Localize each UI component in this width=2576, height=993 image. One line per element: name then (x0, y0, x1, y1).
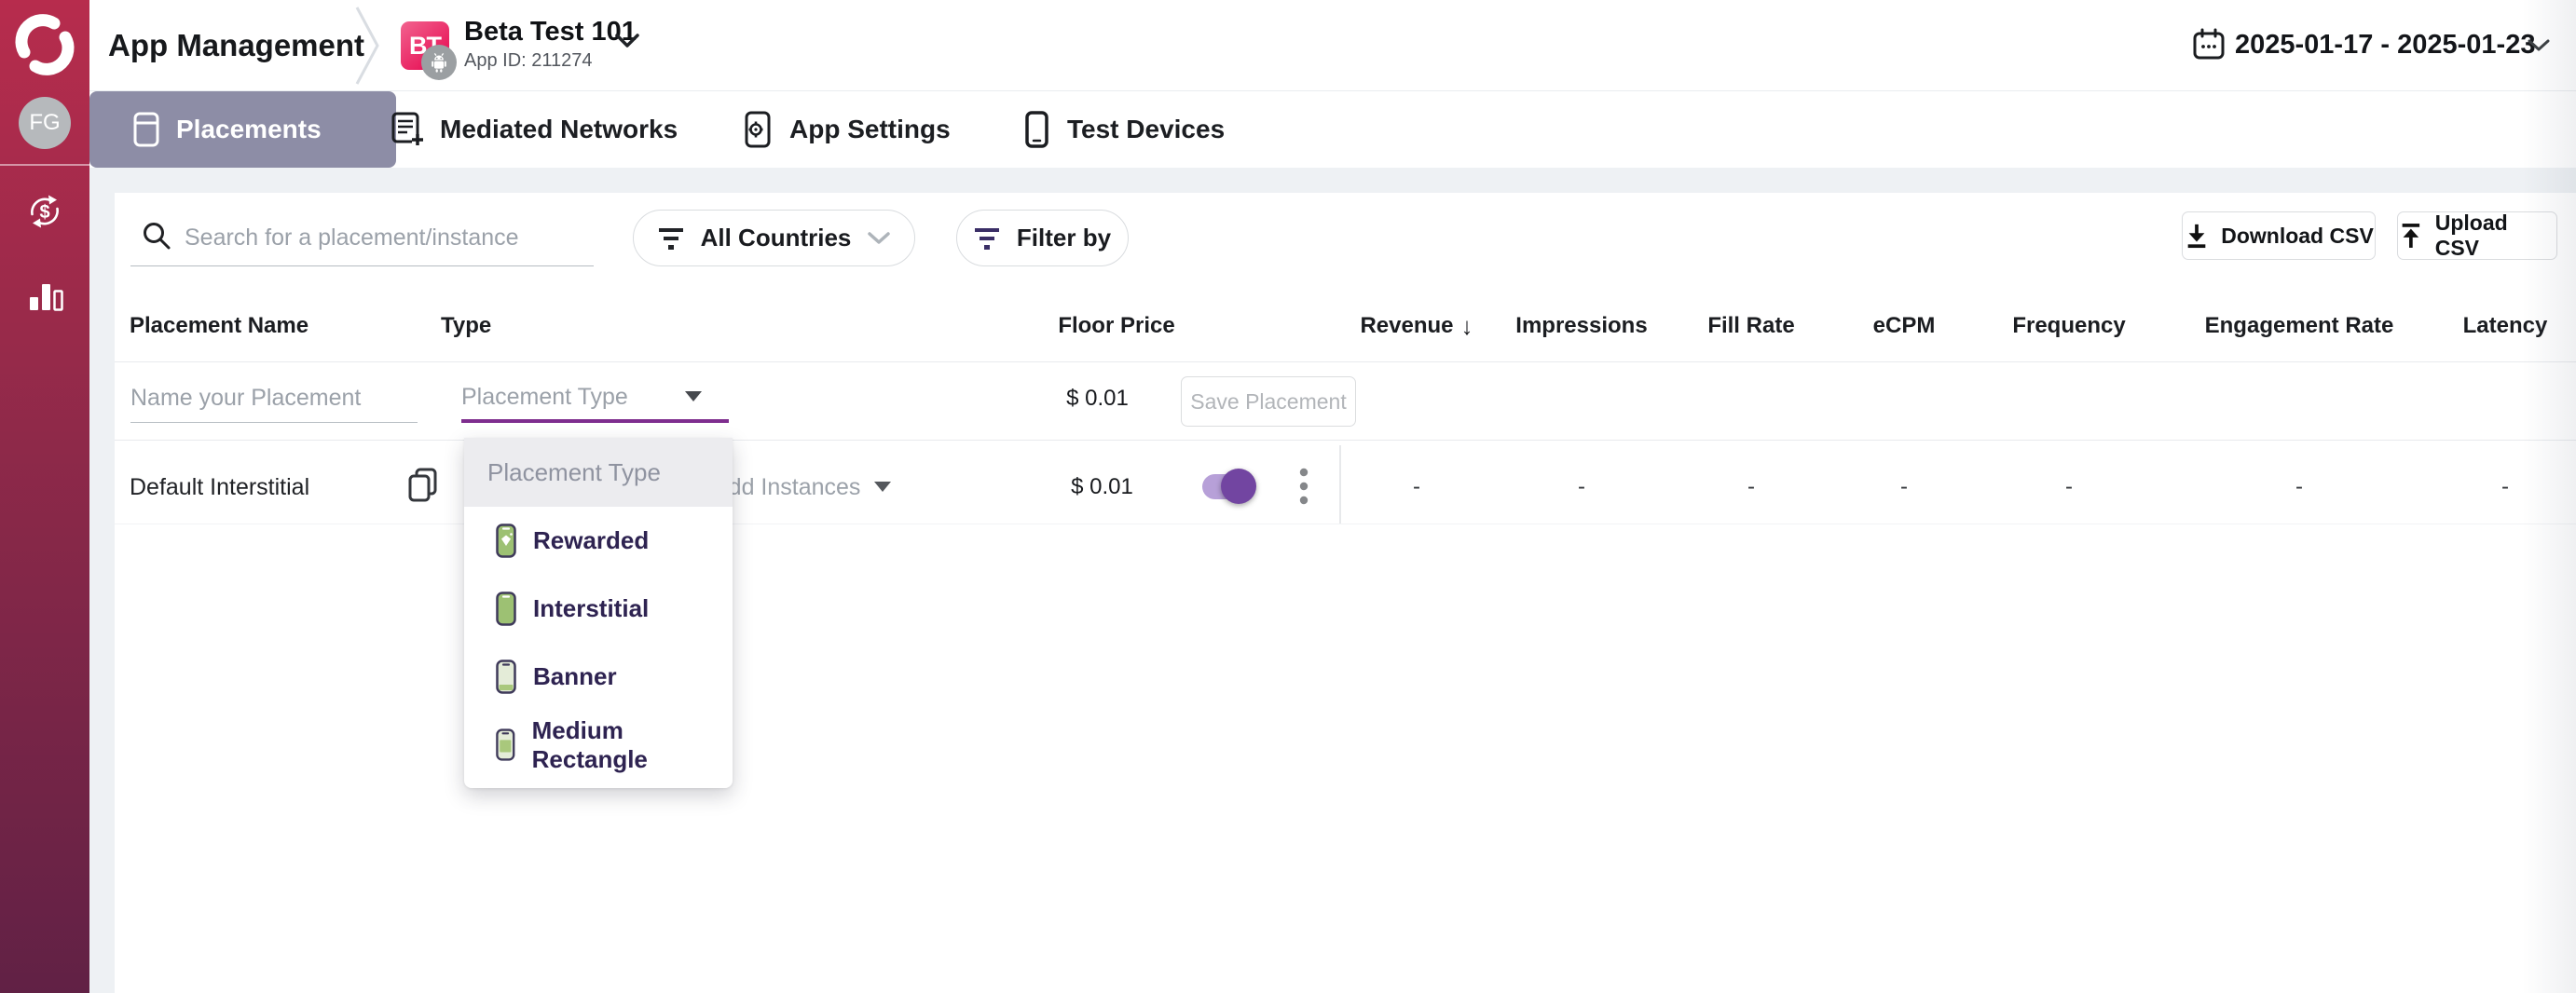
calendar-icon[interactable] (2192, 28, 2226, 61)
column-header-type: Type (441, 313, 492, 338)
column-header-floor-price: Floor Price (1058, 313, 1175, 338)
menu-option-rewarded[interactable]: Rewarded (464, 507, 733, 575)
monetization-icon[interactable]: $ (24, 191, 65, 232)
row-divider (115, 440, 2576, 441)
filter-by-button[interactable]: Filter by (956, 210, 1129, 266)
app-id-label: App ID: 211274 (464, 50, 593, 71)
filter-by-label: Filter by (1016, 224, 1112, 252)
chartboost-logo[interactable] (11, 11, 78, 78)
placement-type-menu: Placement Type Rewarded Interstitial (464, 438, 733, 788)
tab-label: Placements (176, 115, 322, 143)
tab-mediated-networks[interactable]: Mediated Networks (391, 91, 678, 168)
placement-row-name: Default Interstitial (130, 474, 310, 500)
upload-csv-label: Upload CSV (2434, 211, 2508, 260)
placement-type-placeholder: Placement Type (461, 384, 628, 410)
column-header-revenue: Revenue (1360, 313, 1454, 338)
analytics-bars-icon[interactable] (24, 275, 65, 316)
column-header-revenue-sort[interactable]: Revenue ↓ (1314, 291, 1519, 361)
column-divider (1339, 445, 1341, 524)
column-header-ecpm[interactable]: eCPM (1872, 313, 1936, 338)
app-selector-chevron-icon[interactable] (615, 34, 639, 48)
tab-test-devices[interactable]: Test Devices (1021, 91, 1225, 168)
tab-label: App Settings (789, 115, 951, 143)
menu-option-label: Interstitial (533, 594, 650, 622)
interstitial-phone-icon (496, 592, 516, 626)
save-placement-button[interactable]: Save Placement (1181, 376, 1356, 427)
tab-bar (89, 91, 2576, 168)
header-divider (115, 361, 2576, 362)
upload-csv-button[interactable]: Upload CSV (2397, 211, 2557, 260)
tab-label: Test Devices (1067, 115, 1226, 143)
filter-lines-icon (658, 227, 683, 250)
banner-phone-icon (496, 660, 516, 694)
date-range-picker[interactable]: 2025-01-17 - 2025-01-23 (2235, 30, 2536, 60)
metric-revenue: - (1413, 474, 1420, 499)
top-header (89, 0, 2576, 91)
add-instances-dropdown[interactable]: Add Instances (713, 474, 861, 500)
tab-placements[interactable]: Placements (89, 91, 396, 168)
page-title: App Management (108, 28, 365, 62)
metric-latency: - (2501, 474, 2509, 499)
rewarded-phone-icon (496, 524, 516, 558)
mediated-networks-icon (391, 112, 423, 145)
date-range-chevron-icon[interactable] (2528, 39, 2550, 52)
kebab-menu-icon[interactable] (1295, 467, 1312, 508)
metric-engagement-rate: - (2295, 474, 2303, 499)
copy-icon[interactable] (407, 468, 439, 503)
country-filter-chevron-icon (868, 231, 891, 244)
country-filter-dropdown[interactable]: All Countries (633, 210, 915, 266)
column-header-frequency[interactable]: Frequency (2012, 313, 2126, 338)
menu-option-medium-rectangle[interactable]: Medium Rectangle (464, 711, 733, 779)
add-instances-caret-icon[interactable] (874, 482, 891, 492)
menu-option-label: Rewarded (533, 526, 650, 554)
select-caret-icon (685, 391, 702, 401)
upload-icon (2402, 224, 2420, 248)
test-devices-phone-icon (1025, 111, 1048, 148)
search-input[interactable] (130, 211, 594, 266)
metric-frequency: - (2065, 474, 2073, 499)
app-settings-icon (745, 111, 771, 148)
column-header-placement-name: Placement Name (130, 313, 309, 338)
user-avatar[interactable]: FG (19, 97, 71, 149)
metric-impressions: - (1578, 474, 1585, 499)
tab-label: Mediated Networks (440, 115, 678, 143)
menu-option-interstitial[interactable]: Interstitial (464, 575, 733, 643)
menu-option-label: Medium Rectangle (531, 715, 648, 773)
metric-fill-rate: - (1747, 474, 1755, 499)
avatar-initials: FG (29, 110, 61, 135)
medium-rectangle-phone-icon (496, 728, 515, 761)
menu-option-label: Banner (533, 662, 617, 690)
download-icon (2187, 224, 2206, 249)
row-floor-price: $ 0.01 (1071, 474, 1133, 499)
placement-type-menu-header: Placement Type (464, 438, 733, 507)
app-selector-name[interactable]: Beta Test 101 (464, 17, 637, 47)
svg-text:$: $ (39, 202, 49, 223)
sort-descending-icon: ↓ (1460, 311, 1473, 340)
menu-option-banner[interactable]: Banner (464, 643, 733, 711)
sidebar: FG $ (0, 0, 89, 993)
column-header-latency[interactable]: Latency (2462, 313, 2548, 338)
placements-phone-icon (133, 112, 159, 147)
toggle-thumb[interactable] (1221, 469, 1256, 504)
android-platform-icon (421, 45, 457, 80)
breadcrumb-chevron-icon (355, 7, 379, 85)
new-row-floor-price: $ 0.01 (1066, 386, 1129, 411)
filter-by-icon (974, 227, 999, 250)
column-header-impressions[interactable]: Impressions (1515, 313, 1648, 338)
search-icon (144, 223, 171, 250)
country-filter-label: All Countries (700, 224, 852, 252)
placement-type-select[interactable]: Placement Type (461, 374, 729, 423)
column-header-engagement-rate[interactable]: Engagement Rate (2204, 313, 2394, 338)
sidebar-divider (0, 164, 89, 166)
download-csv-button[interactable]: Download CSV (2182, 211, 2376, 260)
new-placement-name-input[interactable] (130, 374, 418, 423)
save-placement-label: Save Placement (1190, 388, 1347, 414)
tab-app-settings[interactable]: App Settings (742, 91, 951, 168)
column-header-fill-rate[interactable]: Fill Rate (1707, 313, 1795, 338)
download-csv-label: Download CSV (2221, 223, 2374, 248)
metric-ecpm: - (1900, 474, 1908, 499)
